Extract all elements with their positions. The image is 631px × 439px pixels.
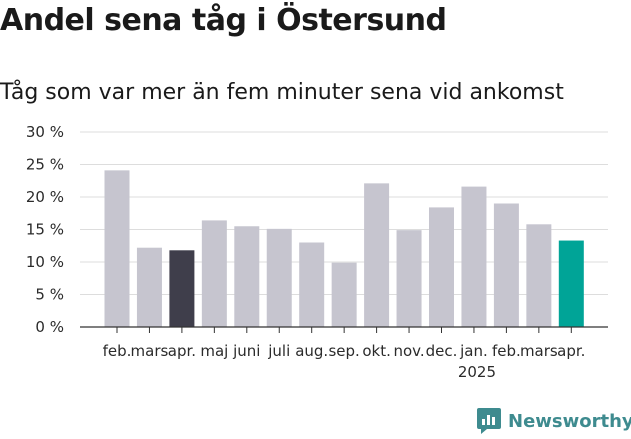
x-axis [80,326,608,333]
x-tick-label: okt. [362,342,391,360]
bar [429,207,454,327]
y-axis-tick-labels: 0 % 5 % 10 % 15 % 20 % 25 % 30 % [26,123,64,336]
bar [299,242,325,327]
bar [364,183,390,327]
bars [104,170,584,327]
chart-title: Andel sena tåg i Östersund [0,3,447,38]
y-tick-label: 25 % [26,156,64,174]
y-tick-label: 30 % [26,123,64,141]
bar [136,247,162,327]
x-tick-label: sep. [328,342,359,360]
bar [201,220,227,327]
x-tick-label: aug. [295,342,328,360]
x-tick-label: dec. [426,342,458,360]
y-tick-label: 5 % [35,286,64,304]
bar [266,228,292,327]
newsworthy-logo: Newsworthy [476,407,631,435]
bar [104,170,130,327]
x-tick-label: feb. [492,342,521,360]
x-tick-label: apr. [557,342,585,360]
chart-subtitle: Tåg som var mer än fem minuter sena vid … [0,80,564,105]
chart-logo-icon [477,408,501,434]
x-tick-label: apr. [168,342,196,360]
bar [396,230,422,327]
x-tick-label: juni [232,342,260,360]
brand-name: Newsworthy [508,410,631,432]
bar [558,240,584,327]
x-axis-tick-labels: feb. mars apr. maj juni juli aug. sep. okt. nov. d… [103,342,586,381]
x-tick-label: nov. [393,342,424,360]
x-tick-label: maj [200,342,228,360]
bar [331,262,357,327]
bar-chart: 0 %5 %10 %15 %20 %25 %30 % feb. mars apr. m… [26,123,608,381]
x-tick-label: mars [520,342,558,360]
y-tick-label: 10 % [26,253,64,271]
year-label: 2025 [458,363,496,381]
bar [234,226,260,327]
x-tick-label: jan. [459,342,488,360]
bar [526,224,552,327]
x-tick-label: feb. [103,342,132,360]
y-tick-label: 0 % [35,318,64,336]
x-tick-label: mars [131,342,169,360]
bar [169,250,195,327]
y-tick-label: 15 % [26,221,64,239]
y-tick-label: 20 % [26,188,64,206]
bar [493,203,519,327]
bar [461,186,487,327]
x-tick-label: juli [267,342,290,360]
